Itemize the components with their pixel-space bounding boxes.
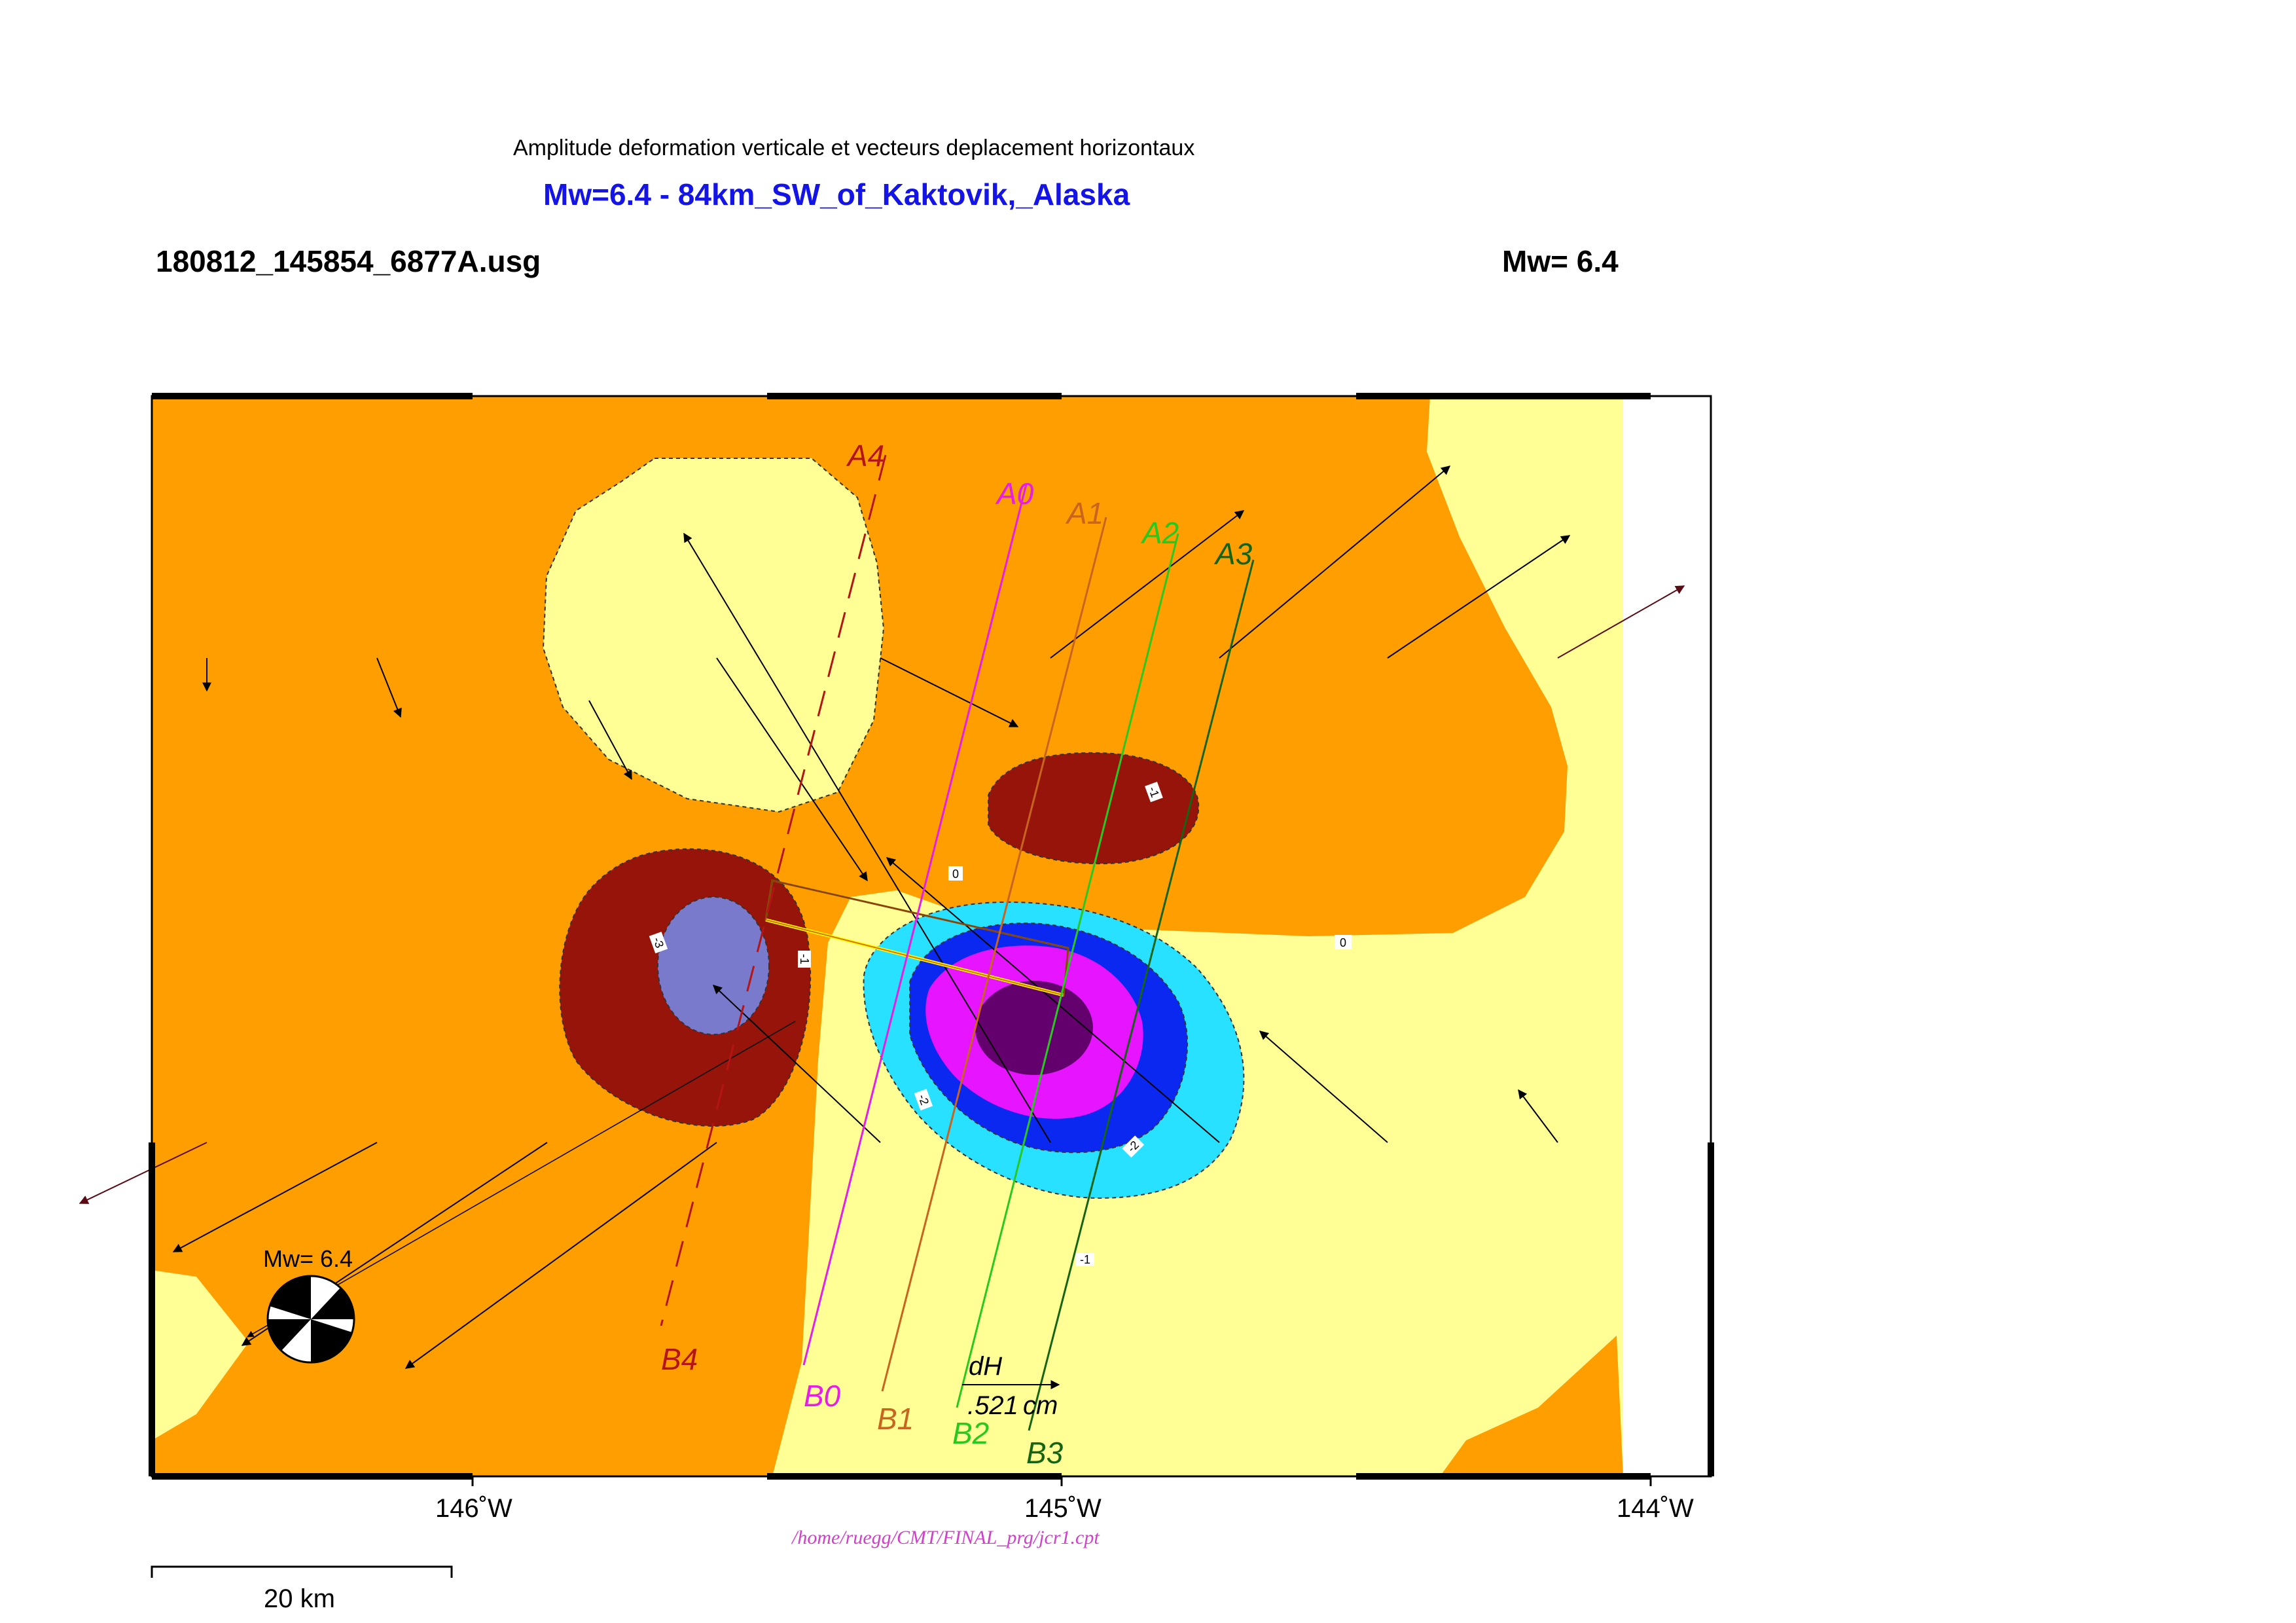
profile-line-a3-b3 xyxy=(1028,559,1255,1431)
vector-arrow xyxy=(1050,510,1245,659)
scale-bar-label: 20 km xyxy=(264,1584,335,1613)
vector-arrow xyxy=(79,1142,207,1204)
vector-arrow xyxy=(716,657,868,882)
profile-label-b3: B3 xyxy=(1026,1436,1064,1470)
profile-line-a0-b0 xyxy=(802,484,1028,1366)
contour-fields xyxy=(152,396,1711,1476)
beachball-quadrant xyxy=(270,1275,311,1319)
profile-line-a1-b1 xyxy=(881,517,1107,1392)
profile-line-a4-b4 xyxy=(660,454,887,1326)
vector-scale: dH .521 cm xyxy=(962,1352,1060,1420)
contour-label: 0 xyxy=(952,867,959,881)
fault-edge xyxy=(764,879,1069,996)
beachball-quadrant xyxy=(311,1319,352,1363)
white-zone-east xyxy=(1623,396,1711,1476)
profile-line-a2-b2 xyxy=(956,533,1179,1408)
purple-core xyxy=(975,981,1093,1075)
contour-label: -1 xyxy=(1146,785,1162,799)
vector-arrow xyxy=(880,657,1019,727)
contour-label: -1 xyxy=(1080,1253,1090,1266)
beachball-quadrant xyxy=(268,1319,311,1351)
vector-arrow xyxy=(172,1142,378,1252)
orange-zone-west xyxy=(152,396,1568,1476)
contour-label: -1 xyxy=(798,954,811,964)
scale-bar-line xyxy=(151,1565,453,1578)
frame-side-bar xyxy=(149,1142,1714,1476)
vector-scale-label: dH xyxy=(969,1352,1002,1381)
cpt-path-label: /home/ruegg/CMT/FINAL_prg/jcr1.cpt xyxy=(792,1527,1100,1548)
vector-scale-unit: cm xyxy=(1023,1391,1058,1420)
lavender-core-west xyxy=(657,896,770,1035)
beachball-label: Mw= 6.4 xyxy=(263,1245,353,1272)
x-tick-label: 146˚W xyxy=(435,1494,512,1523)
fault-plane xyxy=(764,879,1069,997)
vector-arrow xyxy=(683,532,1051,1143)
vector-arrow xyxy=(1557,585,1685,659)
contour-labels: 0 0 -1 -1 -1 -2 -2 -3 xyxy=(649,782,1352,1266)
profile-label-a3: A3 xyxy=(1213,537,1253,571)
profile-label-a2: A2 xyxy=(1140,516,1179,550)
contour-label: -3 xyxy=(651,936,666,950)
vector-arrow xyxy=(376,657,402,718)
profile-label-a0: A0 xyxy=(995,477,1034,511)
x-tick-label: 145˚W xyxy=(1024,1494,1102,1523)
profile-label-b1: B1 xyxy=(877,1402,914,1436)
map-frame xyxy=(149,393,1714,1486)
vector-arrow xyxy=(886,857,1220,1143)
file-label: 180812_145854_6877A.usg xyxy=(156,244,541,278)
vector-arrow xyxy=(1387,535,1571,659)
contour-label: -2 xyxy=(916,1093,931,1107)
map-subtitle: Amplitude deformation verticale et vecte… xyxy=(513,136,1195,160)
vector-arrow xyxy=(1219,465,1451,659)
vector-arrow xyxy=(588,700,632,780)
scale-bar xyxy=(151,1565,453,1578)
contour-label: 0 xyxy=(1340,936,1346,949)
vector-arrow xyxy=(1259,1030,1388,1143)
vector-arrow xyxy=(404,1142,717,1369)
profile-lines xyxy=(660,454,1255,1431)
x-tick-label: 144˚W xyxy=(1617,1494,1694,1523)
vector-arrow xyxy=(247,1021,796,1338)
beachball-quadrant xyxy=(311,1288,354,1319)
profile-label-b4: B4 xyxy=(661,1342,698,1376)
profile-label-a1: A1 xyxy=(1065,496,1103,530)
orange-zone-east xyxy=(1440,1336,1623,1476)
vector-arrow xyxy=(1518,1089,1558,1143)
profile-labels: A4 B4 A0 B0 A1 B1 A2 B2 A3 B3 xyxy=(661,439,1253,1470)
profile-label-b2: B2 xyxy=(952,1416,989,1450)
magnitude-label: Mw= 6.4 xyxy=(1502,244,1619,278)
map-title: Mw=6.4 - 84km_SW_of_Kaktovik,_Alaska xyxy=(543,177,1130,211)
vector-scale-value: .521 xyxy=(967,1391,1018,1420)
focal-mechanism: Mw= 6.4 xyxy=(263,1245,355,1364)
profile-label-b0: B0 xyxy=(804,1379,841,1413)
profile-label-a4: A4 xyxy=(846,439,884,473)
dark-red-lobe-north xyxy=(988,752,1200,865)
